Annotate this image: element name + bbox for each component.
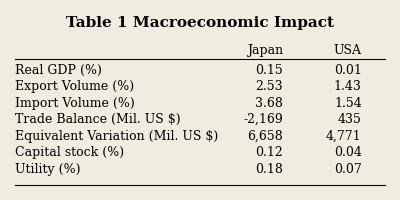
Text: 1.54: 1.54 [334,97,362,110]
Text: -2,169: -2,169 [243,113,283,126]
Text: 0.12: 0.12 [255,146,283,159]
Text: Utility (%): Utility (%) [15,163,80,176]
Text: 0.15: 0.15 [255,64,283,77]
Text: Real GDP (%): Real GDP (%) [15,64,102,77]
Text: 0.01: 0.01 [334,64,362,77]
Text: Equivalent Variation (Mil. US $): Equivalent Variation (Mil. US $) [15,130,218,143]
Text: 4,771: 4,771 [326,130,362,143]
Text: 0.18: 0.18 [255,163,283,176]
Text: Table 1 Macroeconomic Impact: Table 1 Macroeconomic Impact [66,16,334,30]
Text: 0.07: 0.07 [334,163,362,176]
Text: 2.53: 2.53 [255,80,283,93]
Text: 0.04: 0.04 [334,146,362,159]
Text: 3.68: 3.68 [255,97,283,110]
Text: 435: 435 [338,113,362,126]
Text: USA: USA [334,44,362,57]
Text: Import Volume (%): Import Volume (%) [15,97,134,110]
Text: Trade Balance (Mil. US $): Trade Balance (Mil. US $) [15,113,180,126]
Text: 6,658: 6,658 [247,130,283,143]
Text: 1.43: 1.43 [334,80,362,93]
Text: Export Volume (%): Export Volume (%) [15,80,134,93]
Text: Japan: Japan [247,44,283,57]
Text: Capital stock (%): Capital stock (%) [15,146,124,159]
